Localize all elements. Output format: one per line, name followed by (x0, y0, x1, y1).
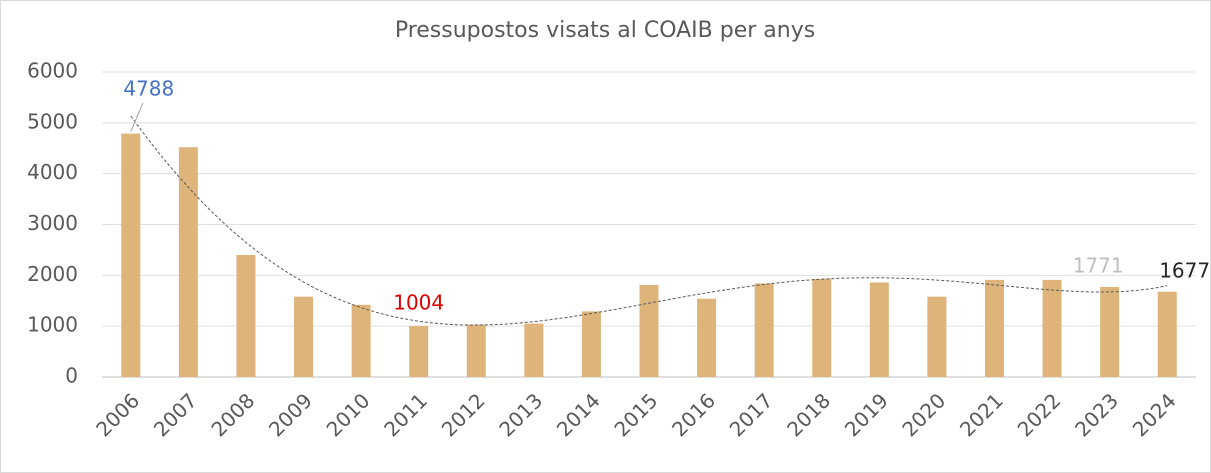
y-tick-label: 4000 (27, 160, 78, 184)
bar (236, 255, 256, 377)
bar (178, 147, 198, 377)
y-tick-label: 1000 (27, 313, 78, 337)
leader-line (130, 102, 144, 132)
bar (869, 282, 889, 377)
data-label: 1677 (1159, 258, 1210, 282)
bar (754, 283, 774, 377)
data-label: 4788 (123, 77, 174, 101)
bar (294, 296, 314, 377)
trendline (130, 115, 1168, 326)
data-label: 1771 (1073, 253, 1124, 277)
bar (812, 278, 832, 377)
bar (524, 323, 544, 377)
bar (409, 325, 429, 377)
y-tick-label: 3000 (27, 211, 78, 235)
chart-title: Pressupostos visats al COAIB per anys (395, 18, 815, 43)
bar (927, 296, 947, 377)
bar (1157, 291, 1177, 377)
bar (581, 311, 601, 377)
bar (466, 324, 486, 377)
y-tick-label: 0 (65, 364, 78, 388)
data-label: 1004 (393, 290, 444, 314)
y-tick-label: 6000 (27, 59, 78, 83)
bar (121, 133, 141, 377)
bar (697, 298, 717, 377)
bar (1100, 286, 1120, 377)
y-tick-label: 2000 (27, 262, 78, 286)
bar (639, 284, 659, 377)
bar (984, 279, 1004, 377)
bar (1042, 279, 1062, 377)
bar (351, 304, 371, 377)
y-tick-label: 5000 (27, 109, 78, 133)
